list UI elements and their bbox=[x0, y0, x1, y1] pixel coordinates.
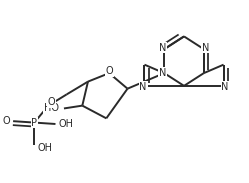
Text: OH: OH bbox=[59, 119, 74, 129]
Text: O: O bbox=[48, 97, 56, 107]
Text: N: N bbox=[139, 82, 147, 92]
Text: N: N bbox=[221, 82, 229, 92]
Text: O: O bbox=[2, 116, 10, 126]
Text: N: N bbox=[201, 43, 209, 53]
Text: O: O bbox=[105, 66, 113, 76]
Text: N: N bbox=[159, 68, 167, 78]
Text: N: N bbox=[159, 43, 167, 53]
Text: P: P bbox=[31, 117, 37, 128]
Text: HO: HO bbox=[44, 103, 59, 113]
Text: OH: OH bbox=[38, 143, 53, 153]
